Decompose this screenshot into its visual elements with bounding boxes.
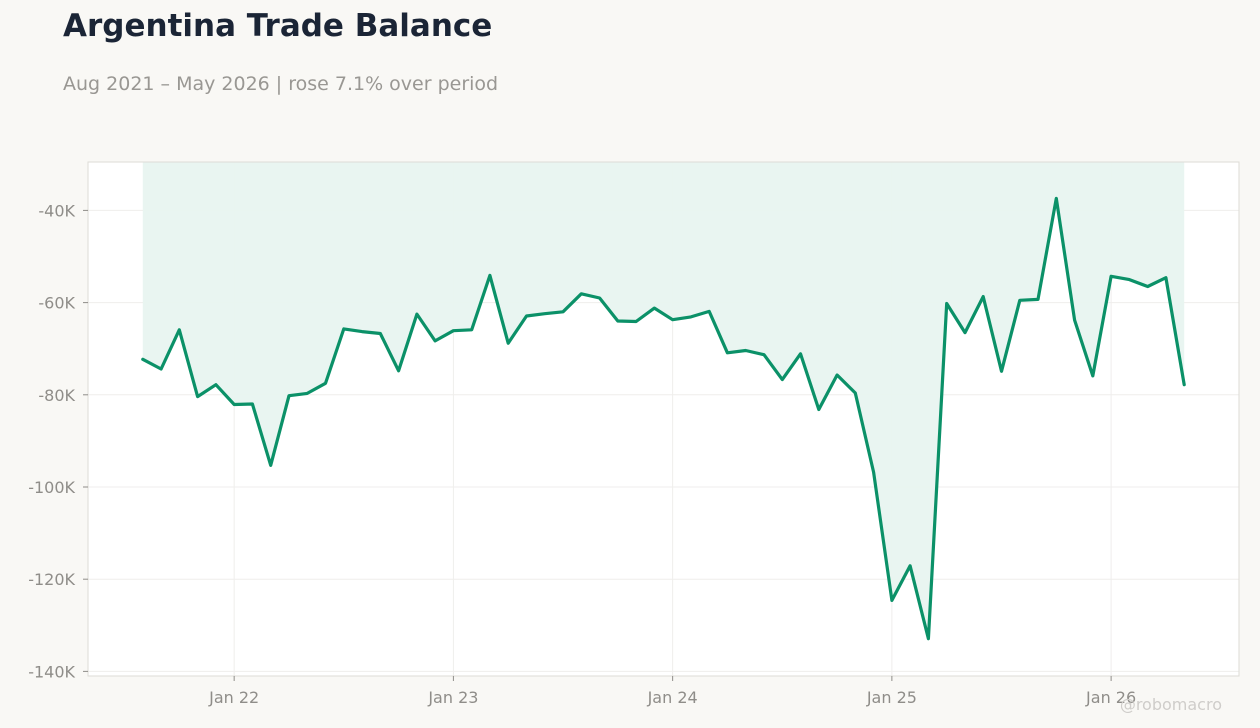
data-point <box>945 302 949 306</box>
y-tick-label: -60K <box>38 294 75 313</box>
data-point <box>963 331 967 335</box>
data-point <box>543 312 547 316</box>
data-point <box>214 383 218 387</box>
data-point <box>250 402 254 406</box>
data-point <box>360 330 364 334</box>
watermark-text: @robomacro <box>1120 695 1222 714</box>
data-point <box>287 394 291 398</box>
data-point <box>725 351 729 355</box>
data-point <box>141 357 145 361</box>
data-point <box>177 328 181 332</box>
data-point <box>799 352 803 356</box>
data-point <box>561 310 565 314</box>
data-point <box>1164 276 1168 280</box>
y-tick-label: -80K <box>38 386 75 405</box>
data-point <box>762 353 766 357</box>
data-point <box>707 309 711 313</box>
data-point <box>1091 374 1095 378</box>
series-area-fill <box>142 162 1185 639</box>
data-point <box>744 349 748 353</box>
y-tick-label: -140K <box>28 662 75 681</box>
data-point <box>634 320 638 324</box>
data-point <box>780 378 784 382</box>
x-tick-label: Jan 24 <box>647 688 698 707</box>
data-point <box>525 314 529 318</box>
data-point <box>652 306 656 310</box>
data-point <box>853 391 857 395</box>
data-point <box>1073 318 1077 322</box>
x-tick-label: Jan 26 <box>1085 688 1136 707</box>
data-point <box>269 463 273 467</box>
data-point <box>872 470 876 474</box>
data-point <box>1000 369 1004 373</box>
x-axis: Jan 22 Jan 23 Jan 24 Jan 25 Jan 26 <box>208 676 1136 707</box>
x-tick-label: Jan 23 <box>427 688 478 707</box>
data-point <box>926 637 930 641</box>
x-tick-label: Jan 22 <box>208 688 259 707</box>
data-point <box>1182 383 1186 387</box>
data-point <box>579 292 583 296</box>
data-point <box>324 381 328 385</box>
y-axis: -40K -60K -80K -100K -120K -140K <box>28 201 88 681</box>
data-point <box>397 369 401 373</box>
data-point <box>981 295 985 299</box>
data-point <box>1018 298 1022 302</box>
y-tick-label: -100K <box>28 478 75 497</box>
data-point <box>451 329 455 333</box>
data-point <box>506 341 510 345</box>
data-point <box>196 395 200 399</box>
data-point <box>1109 274 1113 278</box>
page-title: Argentina Trade Balance <box>63 8 493 44</box>
page-subtitle: Aug 2021 – May 2026 | rose 7.1% over per… <box>63 73 499 95</box>
data-point <box>908 564 912 568</box>
x-tick-label: Jan 25 <box>866 688 917 707</box>
y-tick-label: -40K <box>38 201 75 220</box>
data-point <box>890 598 894 602</box>
data-point <box>616 319 620 323</box>
data-point <box>159 367 163 371</box>
data-point <box>671 318 675 322</box>
data-point <box>470 328 474 332</box>
y-tick-label: -120K <box>28 570 75 589</box>
data-point <box>598 296 602 300</box>
data-point <box>378 332 382 336</box>
plot-frame <box>87 161 1240 677</box>
data-point <box>1036 297 1040 301</box>
data-point <box>305 391 309 395</box>
data-point <box>835 373 839 377</box>
data-point <box>689 315 693 319</box>
data-point <box>1054 196 1058 200</box>
data-point <box>817 408 821 412</box>
data-point <box>433 339 437 343</box>
data-point <box>1127 278 1131 282</box>
data-point <box>488 273 492 277</box>
data-point <box>232 403 236 407</box>
data-point <box>415 312 419 316</box>
data-point <box>1146 285 1150 289</box>
series-line <box>141 196 1186 641</box>
data-point <box>342 327 346 331</box>
